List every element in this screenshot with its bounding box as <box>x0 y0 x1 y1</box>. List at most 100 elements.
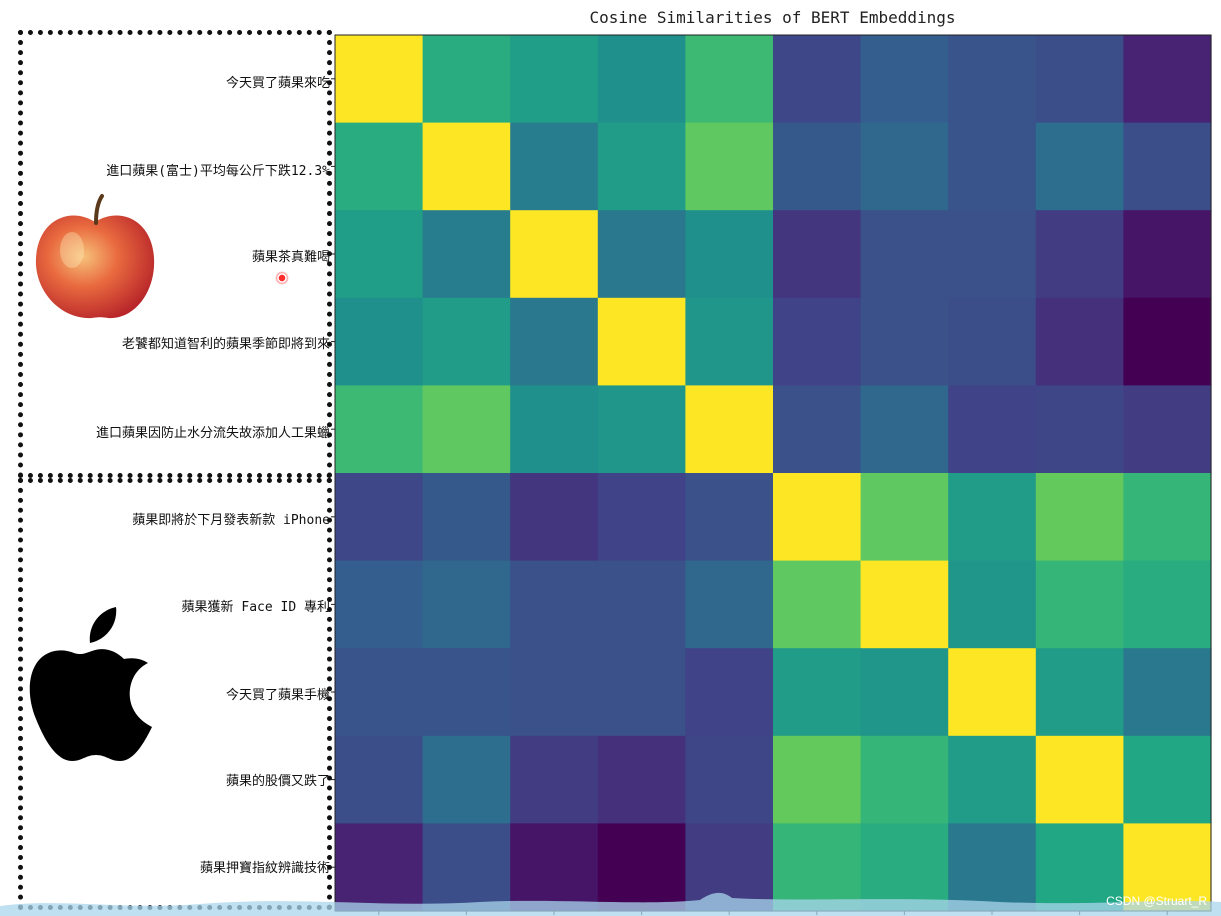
heatmap-cell <box>335 648 424 737</box>
heatmap-cell <box>335 385 424 474</box>
heatmap-cell <box>510 35 599 124</box>
heatmap-cell <box>685 385 774 474</box>
heatmap-cell <box>1035 648 1124 737</box>
heatmap-cell <box>860 385 949 474</box>
heatmap-cell <box>685 297 774 386</box>
heatmap-cell <box>422 297 511 386</box>
heatmap-cell <box>510 473 599 562</box>
heatmap-cell <box>335 122 424 211</box>
heatmap-cell <box>860 210 949 299</box>
heatmap-cell <box>1035 210 1124 299</box>
heatmap-cell <box>773 122 862 211</box>
fruit-group-box <box>18 30 332 478</box>
row-label: 蘋果的股價又跌了 <box>225 774 330 789</box>
heatmap-cell <box>948 560 1037 649</box>
heatmap-cell <box>860 122 949 211</box>
heatmap-cell <box>773 735 862 824</box>
watermark: CSDN @Struart_R <box>1106 894 1207 908</box>
heatmap-cell <box>948 35 1037 124</box>
heatmap-cell <box>422 648 511 737</box>
heatmap-cell <box>860 297 949 386</box>
heatmap-cell <box>1123 823 1212 912</box>
heatmap-cell <box>510 823 599 912</box>
heatmap-cell <box>860 35 949 124</box>
heatmap-cell <box>1035 122 1124 211</box>
heatmap-cell <box>422 35 511 124</box>
chart-title: Cosine Similarities of BERT Embeddings <box>589 8 956 27</box>
heatmap-cell <box>597 385 686 474</box>
heatmap-cell <box>422 560 511 649</box>
heatmap-cell <box>1035 35 1124 124</box>
heatmap-cell <box>510 648 599 737</box>
heatmap-cell <box>1035 823 1124 912</box>
heatmap-cell <box>597 35 686 124</box>
heatmap-cell <box>1123 122 1212 211</box>
row-label: 蘋果押寶指紋辨識技術 <box>199 861 330 876</box>
row-label: 進口蘋果(富士)平均每公斤下跌12.3% <box>106 164 330 179</box>
heatmap-cell <box>1123 385 1212 474</box>
heatmap-cell <box>1123 297 1212 386</box>
heatmap-cell <box>685 210 774 299</box>
heatmap-cell <box>422 473 511 562</box>
heatmap-cell <box>685 122 774 211</box>
heatmap-cell <box>1035 385 1124 474</box>
row-label: 蘋果獲新 Face ID 專利 <box>181 600 330 615</box>
heatmap-cell <box>685 35 774 124</box>
heatmap-cell <box>685 560 774 649</box>
heatmap-cell <box>860 648 949 737</box>
heatmap-cell <box>597 473 686 562</box>
heatmap-cell <box>773 823 862 912</box>
heatmap-cell <box>597 210 686 299</box>
heatmap-cell <box>948 385 1037 474</box>
row-label: 進口蘋果因防止水分流失故添加人工果蠟 <box>95 426 330 441</box>
heatmap-cell <box>685 735 774 824</box>
heatmap-cell <box>597 823 686 912</box>
heatmap-cell <box>860 823 949 912</box>
heatmap-cell <box>860 560 949 649</box>
heatmap-cell <box>335 823 424 912</box>
heatmap-cell <box>948 648 1037 737</box>
heatmap-cell <box>948 823 1037 912</box>
row-label: 蘋果即將於下月發表新款 iPhone <box>132 513 330 528</box>
heatmap-cell <box>1035 297 1124 386</box>
heatmap-cell <box>597 297 686 386</box>
row-label: 蘋果茶真難喝 <box>251 250 330 265</box>
row-label: 今天買了蘋果來吃 <box>225 76 330 91</box>
heatmap-cell <box>510 735 599 824</box>
heatmap-cell <box>773 35 862 124</box>
heatmap-cell <box>597 735 686 824</box>
heatmap-cell <box>597 648 686 737</box>
heatmap-cell <box>773 297 862 386</box>
row-label: 老饕都知道智利的蘋果季節即將到來 <box>121 337 330 352</box>
heatmap-cell <box>773 560 862 649</box>
heatmap-cell <box>510 210 599 299</box>
heatmap-cell <box>422 385 511 474</box>
heatmap-cell <box>773 385 862 474</box>
heatmap-cell <box>1123 735 1212 824</box>
heatmap-cell <box>860 473 949 562</box>
heatmap-cell <box>1035 560 1124 649</box>
heatmap-cell <box>948 473 1037 562</box>
heatmap-cell <box>1123 473 1212 562</box>
heatmap-cell <box>510 122 599 211</box>
heatmap-cell <box>773 210 862 299</box>
heatmap-cell <box>335 297 424 386</box>
heatmap-cell <box>510 385 599 474</box>
heatmap-cell <box>335 560 424 649</box>
heatmap-cell <box>1123 35 1212 124</box>
heatmap-cell <box>422 122 511 211</box>
heatmap-cell <box>773 473 862 562</box>
heatmap-cell <box>948 297 1037 386</box>
heatmap-cell <box>1123 210 1212 299</box>
heatmap-cell <box>422 210 511 299</box>
heatmap-cell <box>335 35 424 124</box>
heatmap-cell <box>1035 735 1124 824</box>
bottom-wave-decoration <box>0 892 1221 916</box>
row-label: 今天買了蘋果手機 <box>225 688 330 703</box>
heatmap-cell <box>948 735 1037 824</box>
heatmap-cell <box>510 297 599 386</box>
heatmap-cell <box>948 122 1037 211</box>
heatmap-cell <box>860 735 949 824</box>
heatmap-cell <box>335 473 424 562</box>
heatmap-cell <box>685 648 774 737</box>
